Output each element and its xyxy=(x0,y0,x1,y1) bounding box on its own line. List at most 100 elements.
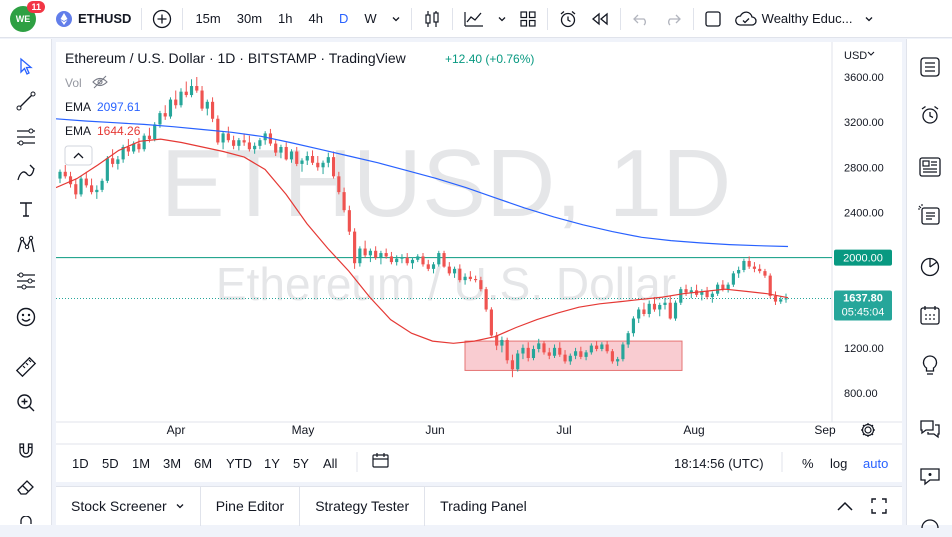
compare-add-button[interactable] xyxy=(146,0,178,38)
range-1y[interactable]: 1Y xyxy=(264,456,280,471)
eraser-icon xyxy=(17,480,34,495)
chart-area[interactable]: ETHUSD, 1D Ethereum / U.S. Dollar Ethere… xyxy=(55,42,902,482)
interval-w[interactable]: W xyxy=(364,11,377,26)
alert-button[interactable] xyxy=(552,0,584,38)
zoom-tool[interactable] xyxy=(12,389,40,417)
data-window-button[interactable] xyxy=(916,253,944,281)
brush-tool[interactable] xyxy=(12,159,40,187)
measure-tool[interactable] xyxy=(12,353,40,381)
time-tick-jul: Jul xyxy=(556,423,571,437)
range-5d[interactable]: 5D xyxy=(102,456,119,471)
layout-select-button[interactable] xyxy=(698,0,728,38)
indicators-dropdown[interactable] xyxy=(491,0,513,38)
candle-body xyxy=(652,303,657,310)
candle-body xyxy=(731,273,735,285)
symbol-label: ETHUSD xyxy=(78,11,132,26)
fib-tool[interactable] xyxy=(12,123,40,151)
candle-body xyxy=(358,248,362,264)
calendar-button[interactable] xyxy=(916,301,944,329)
help-button[interactable] xyxy=(916,509,944,537)
range-3m[interactable]: 3M xyxy=(163,456,181,471)
log-toggle[interactable]: log xyxy=(830,456,847,471)
candle-body xyxy=(768,275,772,296)
plus-circle-icon xyxy=(153,9,172,28)
legend-title[interactable]: Ethereum / U.S. Dollar · 1D · BITSTAMP ·… xyxy=(65,50,407,66)
range-6m[interactable]: 6M xyxy=(194,456,212,471)
range-5y[interactable]: 5Y xyxy=(293,456,309,471)
candle-body xyxy=(579,351,583,357)
chart-type-button[interactable] xyxy=(416,0,448,38)
ema-long-label[interactable]: EMA xyxy=(65,100,91,114)
layout-dropdown[interactable] xyxy=(858,0,880,38)
candle-body xyxy=(168,99,173,117)
candle-body xyxy=(111,158,115,164)
candle-body xyxy=(100,180,104,190)
tab-strategy-tester[interactable]: Strategy Tester xyxy=(300,486,426,526)
price-tick-label: 1200.00 xyxy=(844,343,884,355)
ema-short-label[interactable]: EMA xyxy=(65,124,91,138)
streams-button[interactable] xyxy=(916,463,944,491)
trendline-tool[interactable] xyxy=(12,87,40,115)
percent-toggle[interactable]: % xyxy=(802,456,814,471)
price-chart[interactable]: ETHUSD, 1D Ethereum / U.S. Dollar Ethere… xyxy=(55,42,902,482)
goto-date-button[interactable] xyxy=(372,453,389,468)
tab-stock-screener[interactable]: Stock Screener xyxy=(56,486,201,526)
magnet-icon xyxy=(19,443,33,458)
symbol-search[interactable]: ETHUSD xyxy=(50,0,137,38)
bar-countdown-label: 05:45:04 xyxy=(842,306,885,318)
forecast-tool[interactable] xyxy=(12,267,40,295)
hotlists-button[interactable] xyxy=(916,351,944,379)
collapse-panel-button[interactable] xyxy=(826,487,864,525)
alerts-button[interactable] xyxy=(916,101,944,129)
interval-30m[interactable]: 30m xyxy=(236,11,263,26)
volume-label[interactable]: Vol xyxy=(65,76,82,90)
interval-1h[interactable]: 1h xyxy=(278,11,293,26)
candle-body xyxy=(474,279,478,281)
eraser-tool[interactable] xyxy=(12,473,40,501)
indicators-button[interactable] xyxy=(457,0,491,38)
range-all[interactable]: All xyxy=(323,456,338,471)
candle-body xyxy=(537,343,541,349)
candle-body xyxy=(116,159,120,164)
watchlist-button[interactable] xyxy=(916,53,944,81)
support-zone-rectangle[interactable] xyxy=(464,340,683,371)
notification-badge: 11 xyxy=(27,0,45,13)
magnet-tool[interactable] xyxy=(12,437,40,465)
hidden-eye-icon[interactable] xyxy=(92,75,108,89)
range-1d[interactable]: 1D xyxy=(72,456,89,471)
maximize-panel-button[interactable] xyxy=(864,487,902,525)
utc-clock[interactable]: 18:14:56 (UTC) xyxy=(674,456,764,471)
chats-button[interactable] xyxy=(916,415,944,443)
save-layout-button[interactable]: Wealthy Educ... xyxy=(728,0,859,38)
avatar[interactable]: WE 11 xyxy=(10,0,45,32)
redo-button[interactable] xyxy=(657,0,689,38)
range-ytd[interactable]: YTD xyxy=(226,456,252,471)
candle-body xyxy=(174,99,178,106)
interval-15m[interactable]: 15m xyxy=(195,11,221,26)
tab-trading-panel[interactable]: Trading Panel xyxy=(425,487,542,526)
interval-4h[interactable]: 4h xyxy=(308,11,323,26)
pattern-tool[interactable] xyxy=(12,231,40,259)
interval-d[interactable]: D xyxy=(338,11,349,26)
undo-button[interactable] xyxy=(625,0,657,38)
interval-dropdown[interactable] xyxy=(385,0,407,38)
tab-pine-editor[interactable]: Pine Editor xyxy=(201,486,301,526)
emoji-tool[interactable] xyxy=(12,303,40,331)
candle-body xyxy=(237,140,241,146)
cursor-tool[interactable] xyxy=(12,52,40,80)
ideas-stream-button[interactable] xyxy=(916,201,944,229)
candle-body xyxy=(663,302,667,305)
candle-body xyxy=(437,253,441,265)
currency-label[interactable]: USD xyxy=(844,50,867,62)
text-tool[interactable] xyxy=(12,195,40,223)
chart-settings-button[interactable] xyxy=(861,423,875,437)
templates-button[interactable] xyxy=(513,0,543,38)
auto-toggle[interactable]: auto xyxy=(863,456,888,471)
range-1m[interactable]: 1M xyxy=(132,456,150,471)
news-button[interactable] xyxy=(916,153,944,181)
replay-button[interactable] xyxy=(584,0,616,38)
lock-tool[interactable] xyxy=(12,509,40,537)
legend-collapse-button[interactable] xyxy=(64,145,93,166)
time-tick-aug: Aug xyxy=(683,423,704,437)
candle-body xyxy=(452,268,457,274)
